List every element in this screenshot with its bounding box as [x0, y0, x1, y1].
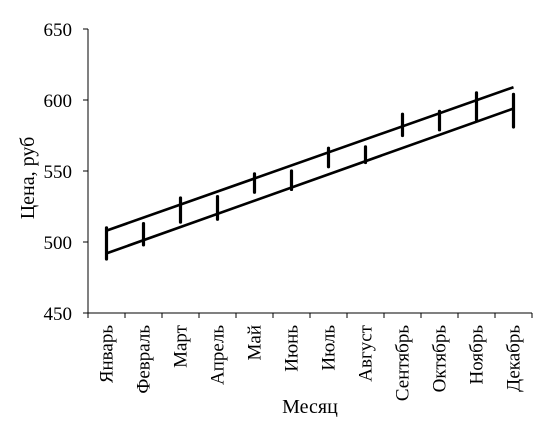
trend-lines [106, 85, 514, 255]
range-bars [104, 91, 516, 261]
y-tick-label: 600 [44, 91, 73, 112]
y-axis-title: Цена, руб [17, 137, 39, 220]
x-axis-title: Месяц [282, 396, 338, 418]
x-tick-label: Май [245, 325, 266, 361]
x-tick-label: Апрель [208, 325, 229, 385]
x-tick-label: Июль [319, 325, 340, 371]
y-tick-label: 650 [44, 20, 73, 41]
x-tick-label: Сентябрь [393, 325, 414, 401]
x-tick-label: Август [356, 324, 377, 381]
y-tick-label: 550 [44, 162, 73, 183]
x-ticks: Январь Февраль Март Апрель Май Июнь Июль Август… [87, 313, 533, 401]
y-tick-label: 500 [44, 233, 73, 254]
axes [87, 29, 532, 314]
x-tick-label: Октябрь [430, 325, 451, 393]
trend-line-2 [106, 85, 514, 232]
x-tick-label: Июнь [282, 325, 303, 372]
x-tick-label: Январь [97, 325, 118, 383]
y-tick-label: 450 [44, 304, 73, 325]
x-tick-label: Ноябрь [467, 325, 488, 385]
x-tick-label: Февраль [134, 325, 155, 394]
trend-line-1 [106, 107, 514, 255]
y-ticks: 450 500 550 600 650 [44, 20, 88, 325]
x-tick-label: Март [171, 324, 192, 368]
x-tick-label: Декабрь [504, 325, 525, 392]
